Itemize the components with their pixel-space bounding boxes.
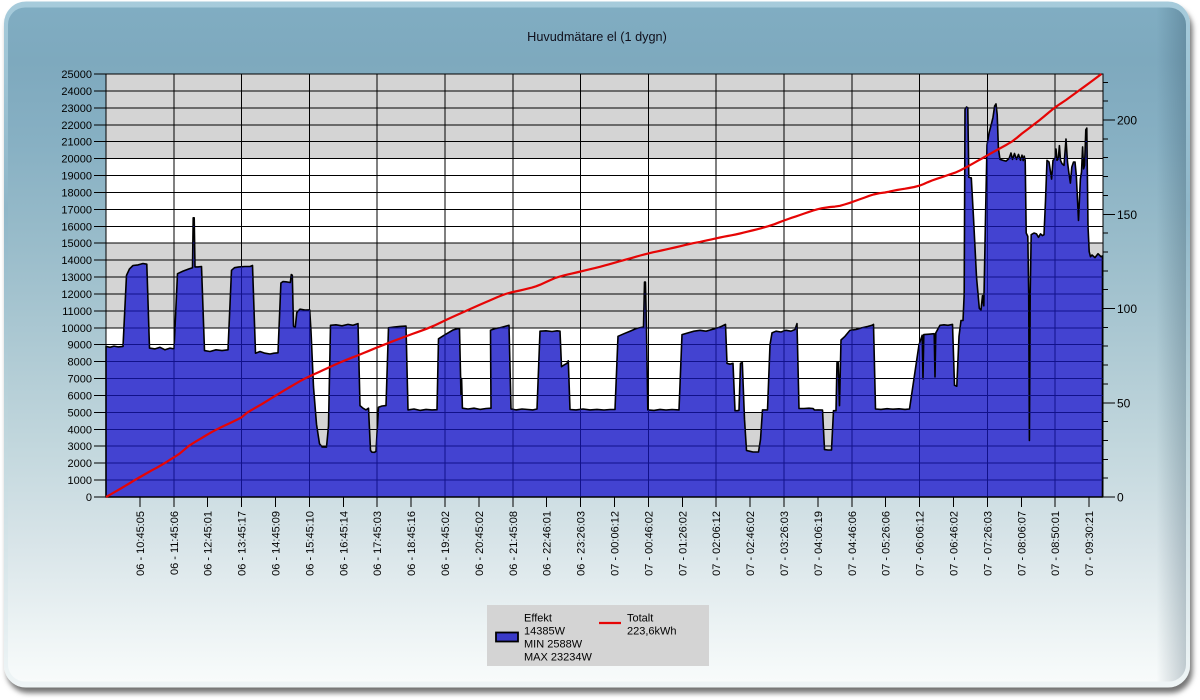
svg-text:223,6kWh: 223,6kWh [627,626,677,638]
svg-text:07 - 09:30:21: 07 - 09:30:21 [1084,511,1096,576]
svg-text:06 - 15:45:10: 06 - 15:45:10 [304,511,316,576]
svg-text:3000: 3000 [68,441,92,453]
svg-text:07 - 04:46:06: 07 - 04:46:06 [847,511,859,576]
svg-text:06 - 23:26:03: 06 - 23:26:03 [576,511,588,576]
svg-text:4000: 4000 [68,424,92,436]
svg-text:21000: 21000 [61,137,92,149]
svg-text:07 - 05:26:06: 07 - 05:26:06 [881,511,893,576]
svg-text:7000: 7000 [68,374,92,386]
svg-text:07 - 06:46:02: 07 - 06:46:02 [949,511,961,576]
svg-text:06 - 16:45:14: 06 - 16:45:14 [338,511,350,576]
svg-text:06 - 22:46:01: 06 - 22:46:01 [542,511,554,576]
svg-text:6000: 6000 [68,390,92,402]
svg-text:13000: 13000 [61,272,92,284]
svg-text:06 - 11:45:06: 06 - 11:45:06 [169,511,181,575]
svg-text:07 - 01:26:02: 07 - 01:26:02 [677,511,689,576]
svg-text:9000: 9000 [68,340,92,352]
svg-text:07 - 04:06:19: 07 - 04:06:19 [813,511,825,576]
svg-text:1000: 1000 [68,475,92,487]
svg-text:14385W: 14385W [524,626,566,638]
svg-text:06 - 10:45:05: 06 - 10:45:05 [135,511,147,576]
svg-text:Huvudmätare el (1 dygn): Huvudmätare el (1 dygn) [527,30,667,44]
svg-text:07 - 00:06:12: 07 - 00:06:12 [610,511,622,576]
svg-text:18000: 18000 [61,187,92,199]
svg-text:12000: 12000 [61,289,92,301]
svg-text:06 - 21:45:08: 06 - 21:45:08 [508,511,520,576]
svg-text:07 - 07:26:03: 07 - 07:26:03 [982,511,994,576]
svg-text:06 - 14:45:09: 06 - 14:45:09 [271,511,283,576]
svg-text:07 - 00:46:02: 07 - 00:46:02 [643,511,655,576]
svg-text:14000: 14000 [61,255,92,267]
svg-text:5000: 5000 [68,407,92,419]
svg-text:2000: 2000 [68,458,92,470]
svg-text:07 - 02:46:02: 07 - 02:46:02 [745,511,757,576]
svg-text:MAX 23234W: MAX 23234W [524,652,592,664]
svg-text:0: 0 [86,492,92,504]
svg-text:8000: 8000 [68,357,92,369]
svg-text:06 - 20:45:02: 06 - 20:45:02 [474,511,486,576]
svg-text:11000: 11000 [62,306,92,318]
svg-text:16000: 16000 [61,221,92,233]
svg-text:06 - 18:45:16: 06 - 18:45:16 [406,511,418,576]
svg-text:06 - 13:45:17: 06 - 13:45:17 [237,511,249,576]
svg-text:19000: 19000 [61,171,92,183]
svg-text:50: 50 [1117,396,1131,410]
svg-text:07 - 02:06:12: 07 - 02:06:12 [711,511,723,576]
svg-text:150: 150 [1117,208,1137,222]
svg-text:200: 200 [1117,114,1137,128]
svg-text:07 - 03:26:03: 07 - 03:26:03 [779,511,791,576]
svg-text:100: 100 [1117,302,1137,316]
svg-text:25000: 25000 [61,69,92,81]
svg-text:07 - 06:06:12: 07 - 06:06:12 [915,511,927,576]
svg-text:15000: 15000 [61,238,92,250]
svg-text:24000: 24000 [61,86,92,98]
svg-text:06 - 17:45:03: 06 - 17:45:03 [372,511,384,576]
svg-text:22000: 22000 [61,120,92,132]
svg-text:20000: 20000 [61,154,92,166]
svg-text:07 - 08:06:07: 07 - 08:06:07 [1016,511,1028,576]
svg-text:06 - 19:45:02: 06 - 19:45:02 [440,511,452,576]
svg-text:Totalt: Totalt [627,613,653,625]
svg-text:17000: 17000 [61,204,92,216]
svg-text:0: 0 [1117,491,1124,505]
svg-text:06 - 12:45:01: 06 - 12:45:01 [203,511,215,576]
svg-text:Effekt: Effekt [524,613,552,625]
svg-text:10000: 10000 [61,323,92,335]
svg-text:07 - 08:50:01: 07 - 08:50:01 [1050,511,1062,576]
svg-text:23000: 23000 [61,103,92,115]
svg-text:MIN 2588W: MIN 2588W [524,639,583,651]
